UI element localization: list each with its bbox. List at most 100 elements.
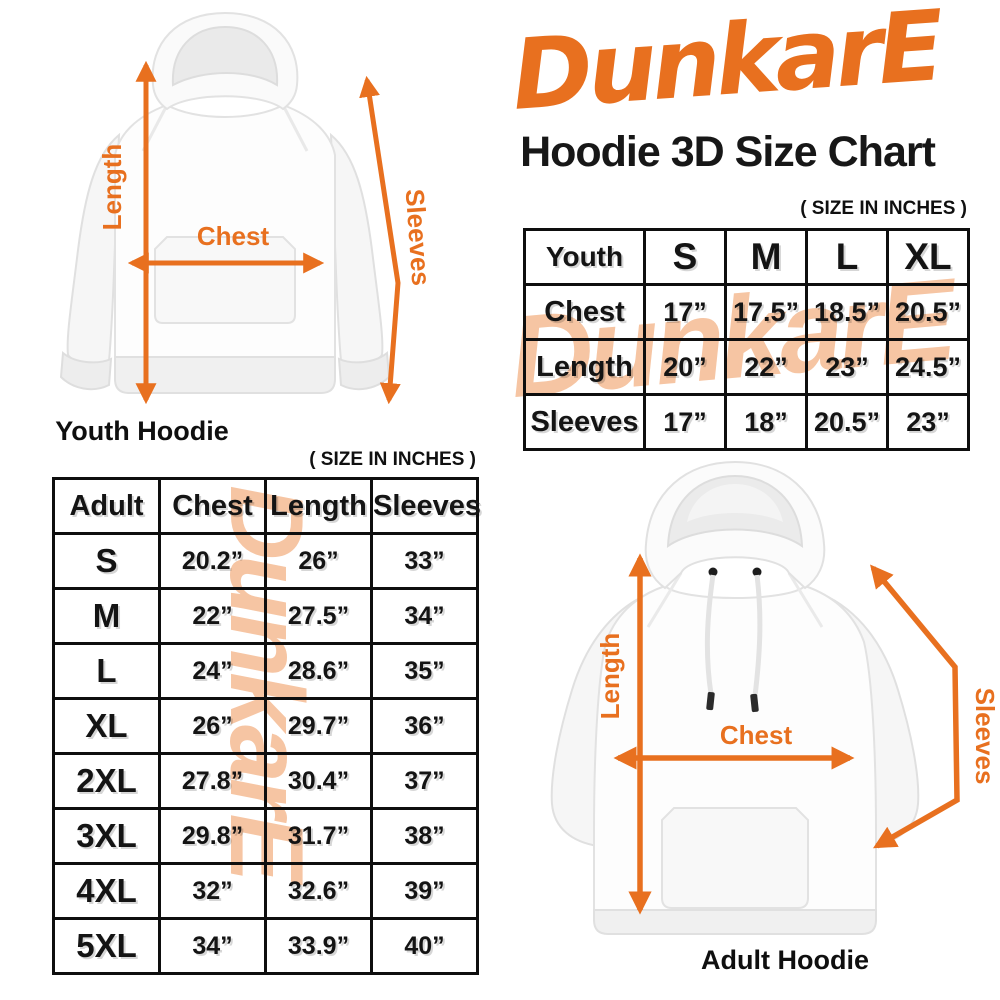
cell: 20.2” — [158, 532, 267, 590]
adult-caption: Adult Hoodie — [701, 945, 869, 975]
cell: 24.5” — [886, 338, 970, 396]
adult-row-5xl: 5XL 34” 33.9” 40” — [52, 917, 479, 975]
cell: 20” — [643, 338, 727, 396]
row-label: Sleeves — [523, 393, 646, 451]
cell: 22” — [158, 587, 267, 645]
youth-sleeves-row: Sleeves 17” 18” 20.5” 23” — [523, 393, 970, 451]
cell: 34” — [370, 587, 479, 645]
cell: 36” — [370, 697, 479, 755]
kangaroo-pocket — [661, 807, 809, 909]
adult-measurements — [613, 553, 960, 915]
adult-col-chest: Chest — [158, 477, 267, 535]
cell: 24” — [158, 642, 267, 700]
row-label: Chest — [523, 283, 646, 341]
left-cuff — [59, 351, 113, 391]
drawstring-right — [752, 574, 763, 697]
page-title: Hoodie 3D Size Chart — [520, 128, 936, 176]
row-label: Length — [523, 338, 646, 396]
cell: 33.9” — [264, 917, 373, 975]
length-label: Length — [97, 144, 127, 231]
adult-size-table: Adult Chest Length Sleeves S 20.2” 26” 3… — [52, 477, 481, 975]
cell: 18” — [724, 393, 808, 451]
cell: 30.4” — [264, 752, 373, 810]
hood-opening — [171, 25, 279, 87]
right-sleeve — [329, 132, 384, 366]
raglan-seam-right — [787, 572, 824, 628]
hood-inner-crease — [687, 484, 783, 522]
chest-label: Chest — [197, 221, 270, 251]
cell: 20.5” — [805, 393, 889, 451]
youth-hoodie-figure: Length Chest Sleeves — [59, 11, 437, 405]
youth-col-l: L — [805, 228, 889, 286]
eyelet-right — [752, 567, 762, 577]
sleeves-label: Sleeves — [970, 688, 1000, 785]
cell: 27.5” — [264, 587, 373, 645]
row-label: 3XL — [52, 807, 161, 865]
youth-length-row: Length 20” 22” 23” 24.5” — [523, 338, 970, 396]
cell: 37” — [370, 752, 479, 810]
cell: 26” — [264, 532, 373, 590]
raglan-seam-right — [281, 104, 309, 152]
row-label: M — [52, 587, 161, 645]
cell: 38” — [370, 807, 479, 865]
cell: 22” — [724, 338, 808, 396]
cell: 23” — [805, 338, 889, 396]
adult-row-m: M 22” 27.5” 34” — [52, 587, 479, 645]
youth-table-corner: Youth — [523, 228, 646, 286]
brand-logo-text: DunkarE — [508, 0, 946, 132]
cell: 27.8” — [158, 752, 267, 810]
length-label: Length — [595, 633, 625, 720]
cell: 28.6” — [264, 642, 373, 700]
left-sleeve — [66, 132, 121, 366]
row-label: 2XL — [52, 752, 161, 810]
youth-col-m: M — [724, 228, 808, 286]
sleeves-arrow — [359, 75, 401, 405]
cell: 20.5” — [886, 283, 970, 341]
cell: 35” — [370, 642, 479, 700]
adult-row-s: S 20.2” 26” 33” — [52, 532, 479, 590]
chest-label: Chest — [720, 720, 793, 750]
cell: 29.7” — [264, 697, 373, 755]
youth-size-table: Youth S M L XL Chest 17” 17.5” 18.5” 20.… — [523, 228, 970, 451]
hem-band — [114, 356, 336, 394]
row-label: XL — [52, 697, 161, 755]
brand-logo: DunkarE — [508, 0, 946, 132]
cell: 17.5” — [724, 283, 808, 341]
cell: 29.8” — [158, 807, 267, 865]
size-units-note-adult: ( SIZE IN INCHES ) — [309, 449, 476, 470]
adult-hoodie-figure: Length Chest Sleeves — [550, 460, 1000, 935]
sleeves-label: Sleeves — [400, 188, 437, 287]
cell: 23” — [886, 393, 970, 451]
youth-measurements — [127, 60, 401, 405]
adult-table-corner: Adult — [52, 477, 161, 535]
cell: 17” — [643, 393, 727, 451]
youth-chest-row: Chest 17” 17.5” 18.5” 20.5” — [523, 283, 970, 341]
adult-row-4xl: 4XL 32” 32.6” 39” — [52, 862, 479, 920]
youth-col-s: S — [643, 228, 727, 286]
drawstring-left — [704, 574, 716, 695]
row-label: L — [52, 642, 161, 700]
hem-band — [593, 909, 877, 935]
aglet-right — [750, 693, 759, 713]
adult-col-sleeves: Sleeves — [370, 477, 481, 535]
adult-col-length: Length — [264, 477, 373, 535]
adult-row-3xl: 3XL 29.8” 31.7” 38” — [52, 807, 479, 865]
cell: 31.7” — [264, 807, 373, 865]
cell: 26” — [158, 697, 267, 755]
adult-table-area: DunkarE Adult Chest Length Sleeves S 20.… — [52, 477, 481, 975]
youth-header-row: Youth S M L XL — [523, 228, 970, 286]
eyelet-left — [708, 567, 718, 577]
row-label: 5XL — [52, 917, 161, 975]
youth-caption: Youth Hoodie — [55, 416, 229, 446]
cell: 33” — [370, 532, 479, 590]
cell: 34” — [158, 917, 267, 975]
adult-row-xl: XL 26” 29.7” 36” — [52, 697, 479, 755]
row-label: S — [52, 532, 161, 590]
adult-row-2xl: 2XL 27.8” 30.4” 37” — [52, 752, 479, 810]
sleeves-arrow — [870, 564, 960, 849]
adult-header-row: Adult Chest Length Sleeves — [52, 477, 481, 535]
youth-table-area: DunkarE Youth S M L XL Chest 17” 17.5” 1… — [504, 228, 970, 451]
youth-col-xl: XL — [886, 228, 970, 286]
cell: 40” — [370, 917, 479, 975]
